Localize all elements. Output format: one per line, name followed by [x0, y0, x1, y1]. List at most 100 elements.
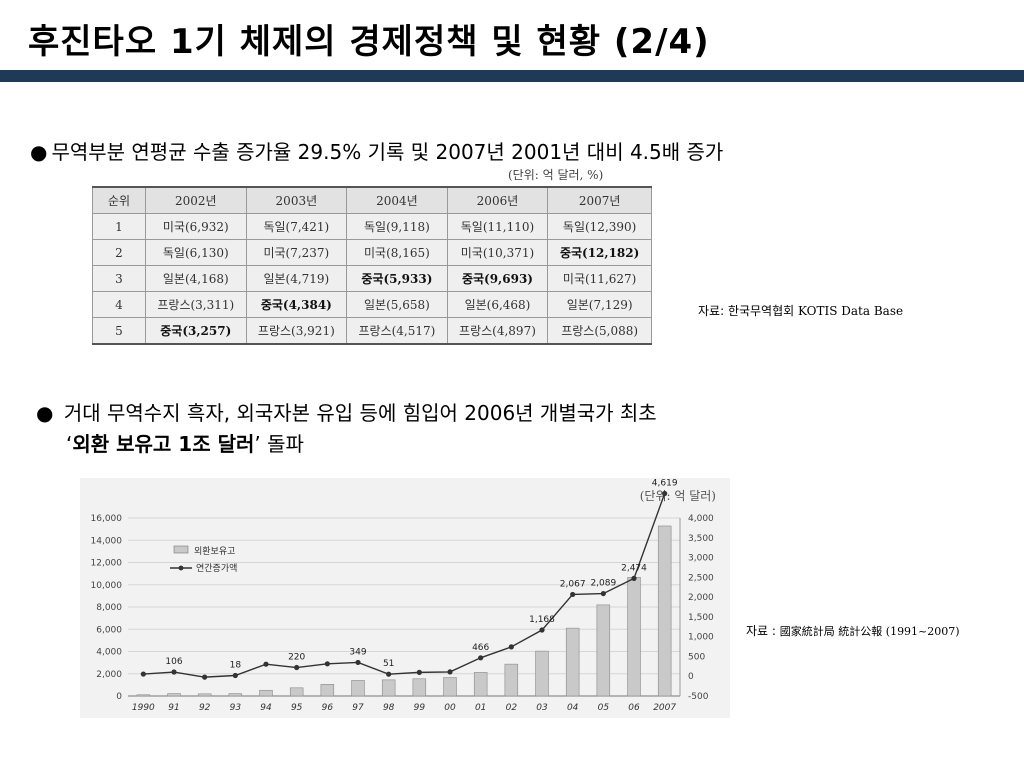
legend-line-marker	[178, 565, 184, 571]
quote-open: ‘	[66, 432, 73, 456]
line-point	[662, 490, 668, 497]
line-point	[294, 664, 300, 671]
x-tick-label: 01	[475, 703, 486, 713]
line-point	[171, 669, 177, 675]
header-2004: 2004년	[346, 186, 448, 214]
y-right-tick-label: 1,000	[688, 633, 714, 643]
table-cell: 2	[92, 239, 146, 266]
table-cell: 일본(6,468)	[446, 291, 549, 318]
y-left-tick-label: 8,000	[96, 603, 122, 613]
y-right-tick-label: 3,000	[688, 554, 714, 564]
chart-source: 자료 : 國家統計局 統計公報 (1991~2007)	[746, 622, 960, 639]
data-label: 466	[472, 643, 489, 653]
table-row: 1 미국(6,932) 독일(7,421) 독일(9,118) 독일(11,11…	[92, 213, 652, 240]
bar	[289, 687, 304, 697]
line-point	[570, 591, 576, 598]
header-2006: 2006년	[446, 186, 549, 214]
table-source-db: KOTIS Data Base	[798, 304, 904, 318]
y-right-tick-label: 1,500	[688, 613, 714, 623]
bar	[657, 525, 672, 697]
table-cell: 3	[92, 265, 146, 292]
y-left-tick-label: 4,000	[96, 648, 122, 658]
bar	[381, 679, 396, 697]
table-cell: 미국(7,237)	[245, 239, 348, 266]
table-cell: 중국(4,384)	[245, 291, 348, 318]
y-left-tick-label: 0	[116, 692, 122, 702]
x-tick-label: 96	[322, 703, 334, 713]
table-cell: 일본(4,168)	[145, 265, 247, 292]
bullet-tail-text: 돌파	[260, 432, 304, 456]
data-label: 18	[230, 661, 242, 671]
line-point	[447, 669, 453, 675]
x-tick-label: 95	[291, 703, 303, 713]
table-cell: 프랑스(3,311)	[145, 291, 247, 318]
table-cell: 미국(6,932)	[145, 213, 247, 240]
chart-unit-label: (단위: 억 달러)	[640, 489, 716, 503]
line-point	[508, 644, 514, 650]
table-cell: 독일(9,118)	[346, 213, 448, 240]
table-row: 3 일본(4,168) 일본(4,719) 중국(5,933) 중국(9,693…	[92, 265, 652, 292]
x-tick-label: 94	[260, 703, 272, 713]
bullet-dot: ●	[30, 140, 48, 164]
line-point	[202, 674, 208, 680]
table-source-label: 자료: 한국무역협회	[698, 304, 795, 318]
y-right-tick-label: 4,000	[688, 514, 714, 524]
bar	[259, 689, 273, 697]
bullet-dot: ●	[36, 401, 54, 425]
y-right-tick-label: 0	[688, 672, 694, 682]
table-cell: 일본(5,658)	[346, 291, 448, 318]
table-unit-label: (단위: 억 달러, %)	[508, 168, 604, 182]
y-left-tick-label: 12,000	[91, 559, 123, 569]
bar	[351, 680, 365, 697]
bar	[535, 650, 549, 697]
bar	[228, 693, 243, 697]
data-label: 51	[383, 659, 394, 669]
bullet-export-growth: ● 무역부분 연평균 수출 증가율 29.5% 기록 및 2007년 2001년 …	[30, 136, 723, 165]
table-cell: 독일(12,390)	[547, 213, 652, 240]
table-cell: 중국(12,182)	[547, 239, 652, 266]
y-right-tick-label: -500	[688, 692, 709, 702]
table-source: 자료: 한국무역협회 KOTIS Data Base	[698, 302, 903, 319]
table-cell: 1	[92, 213, 146, 240]
x-tick-label: 91	[168, 703, 179, 713]
data-label: 4,619	[652, 479, 678, 489]
table-header-row: 순위 2002년 2003년 2004년 2006년 2007년	[92, 186, 652, 214]
x-tick-label: 93	[230, 703, 242, 713]
bullet-line-2: ‘외환 보유고 1조 달러’ 돌파	[36, 429, 657, 460]
data-label: 106	[165, 657, 182, 667]
x-tick-label: 99	[414, 703, 426, 713]
quote-close: ’	[254, 432, 261, 456]
bar	[627, 577, 641, 697]
chart-source-label: 자료 :	[746, 624, 776, 638]
line-point	[140, 671, 146, 677]
header-2003: 2003년	[245, 186, 348, 214]
data-label: 2,089	[590, 579, 616, 589]
table-cell: 독일(6,130)	[145, 239, 247, 266]
y-left-tick-label: 10,000	[91, 581, 123, 591]
x-tick-label: 06	[628, 703, 640, 713]
bar	[504, 663, 519, 697]
bar	[136, 694, 151, 697]
data-label: 2,067	[560, 579, 586, 589]
x-tick-label: 00	[444, 703, 456, 713]
line-point	[478, 655, 484, 661]
table-cell: 프랑스(3,921)	[245, 317, 348, 345]
table-cell: 미국(8,165)	[346, 239, 448, 266]
line-point	[539, 627, 545, 633]
table-cell: 일본(7,129)	[547, 291, 652, 318]
line-point	[355, 659, 361, 666]
legend-line-label: 연간증가액	[196, 562, 237, 574]
bullet-text: 거대 무역수지 흑자, 외국자본 유입 등에 힘입어 2006년 개별국가 최초	[63, 401, 657, 425]
line-point	[386, 671, 392, 677]
header-rank: 순위	[92, 186, 146, 214]
legend-bar-swatch	[173, 545, 189, 554]
line-point	[600, 590, 606, 597]
fx-reserves-chart: (단위: 억 달러) 0 2,000 4,000 6,000 8,000 10,000 12,…	[80, 478, 730, 718]
table-cell: 중국(3,257)	[145, 317, 247, 345]
x-tick-label: 04	[567, 703, 579, 713]
title-underline-bar	[0, 70, 1024, 82]
line-point	[631, 575, 637, 581]
legend-bar-label: 외환보유고	[194, 545, 235, 557]
y-left-tick-label: 14,000	[91, 536, 123, 546]
header-2007: 2007년	[547, 186, 652, 214]
